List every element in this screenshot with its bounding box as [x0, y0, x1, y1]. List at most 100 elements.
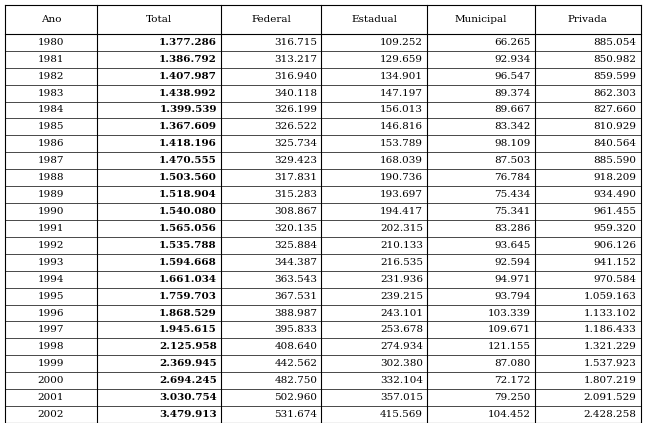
Text: 1990: 1990 — [38, 207, 64, 216]
Text: 482.750: 482.750 — [274, 376, 317, 385]
Text: 961.455: 961.455 — [594, 207, 637, 216]
Text: 531.674: 531.674 — [274, 410, 317, 419]
Text: 103.339: 103.339 — [488, 308, 531, 318]
Text: 83.342: 83.342 — [494, 122, 531, 132]
Text: 194.417: 194.417 — [380, 207, 423, 216]
Text: 308.867: 308.867 — [274, 207, 317, 216]
Text: 2000: 2000 — [38, 376, 64, 385]
Text: 1.186.433: 1.186.433 — [584, 325, 637, 335]
Text: 1.503.560: 1.503.560 — [159, 173, 217, 182]
Text: 210.133: 210.133 — [380, 241, 423, 250]
Text: 153.789: 153.789 — [380, 139, 423, 148]
Text: 1981: 1981 — [38, 55, 64, 64]
Text: 1.594.668: 1.594.668 — [159, 258, 217, 267]
Text: 94.971: 94.971 — [494, 275, 531, 284]
Text: 1998: 1998 — [38, 342, 64, 352]
Text: 1.321.229: 1.321.229 — [584, 342, 637, 352]
Text: 1.377.286: 1.377.286 — [159, 38, 217, 47]
Text: 1986: 1986 — [38, 139, 64, 148]
Text: 1999: 1999 — [38, 359, 64, 368]
Text: 316.715: 316.715 — [274, 38, 317, 47]
Text: 1.399.539: 1.399.539 — [159, 105, 217, 115]
Text: 959.320: 959.320 — [594, 224, 637, 233]
Text: 1.565.056: 1.565.056 — [159, 224, 217, 233]
Text: 415.569: 415.569 — [380, 410, 423, 419]
Text: 156.013: 156.013 — [380, 105, 423, 115]
Text: 2.694.245: 2.694.245 — [159, 376, 217, 385]
Text: 317.831: 317.831 — [274, 173, 317, 182]
Text: 1.367.609: 1.367.609 — [159, 122, 217, 132]
Text: 1.418.196: 1.418.196 — [159, 139, 217, 148]
Text: Ano: Ano — [40, 15, 61, 24]
Text: Total: Total — [145, 15, 172, 24]
Text: 146.816: 146.816 — [380, 122, 423, 132]
Text: 885.590: 885.590 — [594, 156, 637, 165]
Text: 859.599: 859.599 — [594, 71, 637, 81]
Text: 109.671: 109.671 — [488, 325, 531, 335]
Text: 109.252: 109.252 — [380, 38, 423, 47]
Text: 325.734: 325.734 — [274, 139, 317, 148]
Text: 395.833: 395.833 — [274, 325, 317, 335]
Text: 1984: 1984 — [38, 105, 64, 115]
Text: 2.125.958: 2.125.958 — [159, 342, 217, 352]
Text: 231.936: 231.936 — [380, 275, 423, 284]
Text: 1993: 1993 — [38, 258, 64, 267]
Text: 89.374: 89.374 — [494, 88, 531, 98]
Text: 408.640: 408.640 — [274, 342, 317, 352]
Text: 325.884: 325.884 — [274, 241, 317, 250]
Text: 316.940: 316.940 — [274, 71, 317, 81]
Text: 1.059.163: 1.059.163 — [584, 291, 637, 301]
Text: 810.929: 810.929 — [594, 122, 637, 132]
Text: 1983: 1983 — [38, 88, 64, 98]
Text: 3.479.913: 3.479.913 — [159, 410, 217, 419]
Text: 850.982: 850.982 — [594, 55, 637, 64]
Text: 1.868.529: 1.868.529 — [159, 308, 217, 318]
Text: 941.152: 941.152 — [594, 258, 637, 267]
Text: 313.217: 313.217 — [274, 55, 317, 64]
Text: 243.101: 243.101 — [380, 308, 423, 318]
Text: 79.250: 79.250 — [494, 393, 531, 402]
Text: 1.407.987: 1.407.987 — [159, 71, 217, 81]
Text: 1989: 1989 — [38, 190, 64, 199]
Text: 1.518.904: 1.518.904 — [159, 190, 217, 199]
Text: 190.736: 190.736 — [380, 173, 423, 182]
Text: 1987: 1987 — [38, 156, 64, 165]
Text: 3.030.754: 3.030.754 — [159, 393, 217, 402]
Text: 1.537.923: 1.537.923 — [584, 359, 637, 368]
Text: 1.133.102: 1.133.102 — [584, 308, 637, 318]
Text: 89.667: 89.667 — [494, 105, 531, 115]
Text: 1.540.080: 1.540.080 — [159, 207, 217, 216]
Text: 72.172: 72.172 — [494, 376, 531, 385]
Text: 2.428.258: 2.428.258 — [584, 410, 637, 419]
Text: 75.434: 75.434 — [494, 190, 531, 199]
Text: 87.080: 87.080 — [494, 359, 531, 368]
Text: 93.645: 93.645 — [494, 241, 531, 250]
Text: 134.901: 134.901 — [380, 71, 423, 81]
Text: 302.380: 302.380 — [380, 359, 423, 368]
Text: 66.265: 66.265 — [494, 38, 531, 47]
Text: 906.126: 906.126 — [594, 241, 637, 250]
Text: Estadual: Estadual — [351, 15, 397, 24]
Text: 2.091.529: 2.091.529 — [584, 393, 637, 402]
Text: 96.547: 96.547 — [494, 71, 531, 81]
Text: 442.562: 442.562 — [274, 359, 317, 368]
Text: 121.155: 121.155 — [488, 342, 531, 352]
Text: 104.452: 104.452 — [488, 410, 531, 419]
Text: 840.564: 840.564 — [594, 139, 637, 148]
Text: Privada: Privada — [568, 15, 607, 24]
Text: 1.438.992: 1.438.992 — [159, 88, 217, 98]
Text: 147.197: 147.197 — [380, 88, 423, 98]
Text: 216.535: 216.535 — [380, 258, 423, 267]
Text: 332.104: 332.104 — [380, 376, 423, 385]
Text: 934.490: 934.490 — [594, 190, 637, 199]
Text: 2001: 2001 — [38, 393, 64, 402]
Text: 363.543: 363.543 — [274, 275, 317, 284]
Text: 193.697: 193.697 — [380, 190, 423, 199]
Text: 1985: 1985 — [38, 122, 64, 132]
Text: 1.759.703: 1.759.703 — [159, 291, 217, 301]
Text: 1992: 1992 — [38, 241, 64, 250]
Text: 274.934: 274.934 — [380, 342, 423, 352]
Text: 83.286: 83.286 — [494, 224, 531, 233]
Text: 76.784: 76.784 — [494, 173, 531, 182]
Text: 885.054: 885.054 — [594, 38, 637, 47]
